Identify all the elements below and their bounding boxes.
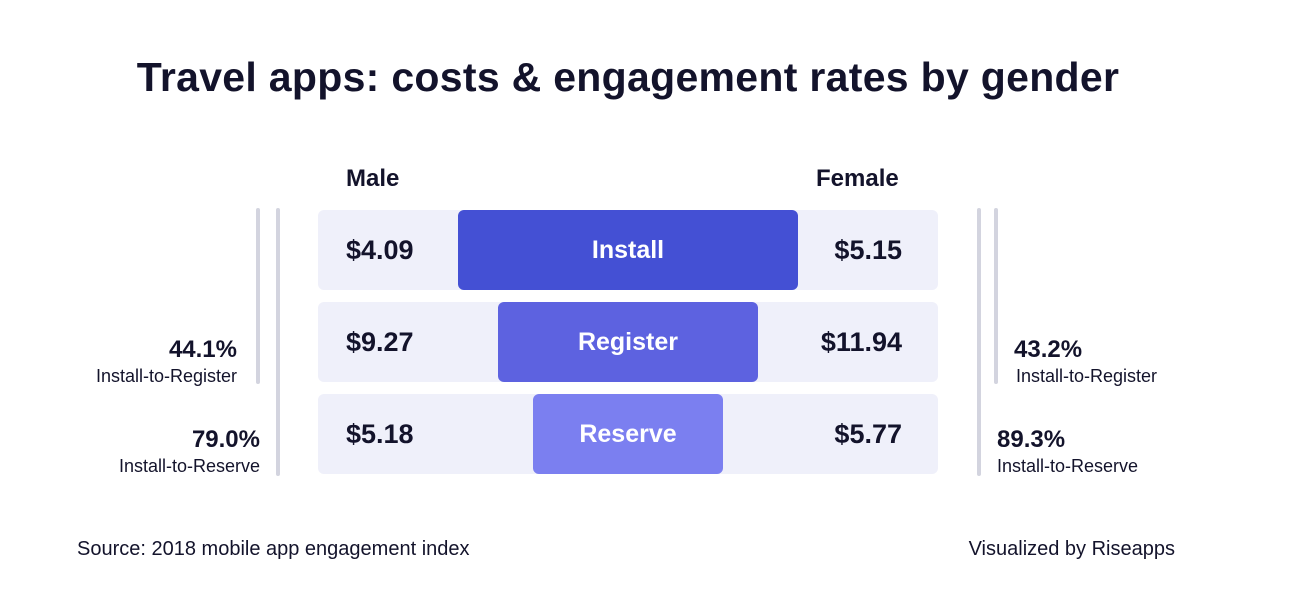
credit-note: Visualized by Riseapps (968, 538, 1175, 560)
female-column-header: Female (816, 165, 899, 192)
female-install-to-register-label: Install-to-Register (1016, 366, 1158, 386)
male-install-to-register-label: Install-to-Register (95, 366, 237, 386)
male-register-bracket-line (256, 208, 260, 384)
funnel-bar-reserve: Reserve (532, 394, 724, 474)
female-cost-reserve: $5.77 (834, 419, 902, 449)
male-cost-register: $9.27 (346, 327, 414, 357)
male-cost-install: $4.09 (346, 235, 414, 265)
female-install-to-reserve-rate: 89.3% (997, 426, 1066, 453)
male-reserve-bracket-line (276, 208, 280, 476)
male-install-to-register-rate: 44.1% (168, 336, 237, 363)
funnel-bar-install: Install (458, 210, 798, 290)
funnel-label-register: Register (577, 327, 678, 356)
male-install-to-reserve-label: Install-to-Reserve (118, 456, 260, 476)
funnel-label-install: Install (591, 235, 665, 264)
female-cost-register: $11.94 (820, 327, 902, 357)
chart-title: Travel apps: costs & engagement rates by… (136, 54, 1120, 100)
funnel-label-reserve: Reserve (579, 419, 677, 448)
female-cost-install: $5.15 (834, 235, 902, 265)
female-install-to-register-rate: 43.2% (1014, 336, 1083, 363)
funnel-bar-register: Register (497, 302, 759, 382)
female-install-to-reserve-label: Install-to-Reserve (997, 456, 1139, 476)
source-note: Source: 2018 mobile app engagement index (77, 538, 470, 560)
female-register-bracket-line (994, 208, 998, 384)
male-install-to-reserve-rate: 79.0% (191, 426, 260, 453)
male-column-header: Male (346, 165, 400, 192)
female-reserve-bracket-line (977, 208, 981, 476)
male-cost-reserve: $5.18 (346, 419, 414, 449)
